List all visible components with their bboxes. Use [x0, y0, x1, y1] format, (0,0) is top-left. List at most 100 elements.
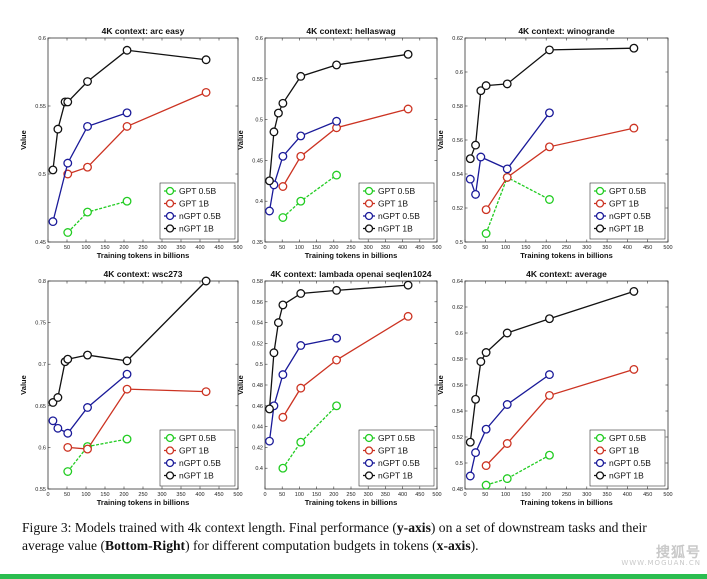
legend-entry-gpt-1b: GPT 1B: [594, 199, 639, 209]
data-point: [48, 416, 58, 426]
data-point: [48, 165, 58, 175]
x-tick-label: 350: [176, 245, 185, 251]
legend-marker: [595, 471, 605, 480]
legend-entry-ngpt-0-5b: nGPT 0.5B: [164, 458, 221, 468]
series-line: [485, 454, 550, 486]
y-tick-label: 0.58: [452, 104, 463, 110]
series-line: [282, 315, 409, 418]
y-tick-label: 0.44: [252, 425, 263, 431]
legend-label: nGPT 0.5B: [179, 211, 221, 221]
x-tick-label: 100: [81, 245, 90, 251]
data-point: [465, 174, 475, 184]
x-tick-label: 100: [295, 492, 304, 498]
legend-label: nGPT 1B: [179, 224, 214, 234]
data-point: [332, 170, 342, 180]
x-tick-label: 0: [263, 492, 266, 498]
y-tick-label: 0.35: [252, 240, 263, 246]
y-tick-label: 0.56: [452, 138, 463, 144]
series-gpt-1b: [63, 384, 211, 454]
series-line: [52, 112, 128, 222]
data-point: [502, 79, 512, 89]
legend-entry-ngpt-1b: nGPT 1B: [594, 224, 644, 234]
y-tick-label: 0.58: [452, 357, 463, 363]
data-point: [476, 357, 486, 367]
legend: GPT 0.5B GPT 1B nGPT 0.5B nGPT 1B: [358, 429, 435, 487]
data-point: [122, 434, 132, 444]
y-tick-label: 0.8: [38, 279, 46, 285]
legend-label: nGPT 1B: [609, 471, 644, 481]
caption-part: Figure 3: Models trained with 4k context…: [22, 520, 397, 535]
data-point: [481, 480, 491, 490]
data-point: [544, 370, 554, 380]
y-tick-label: 0.6: [38, 36, 46, 42]
x-tick-label: 200: [329, 245, 338, 251]
caption-part: ) on a set of downstream tasks and their…: [22, 520, 647, 553]
x-tick-label: 150: [100, 492, 109, 498]
y-axis-label: Value: [19, 130, 28, 150]
y-tick-label: 0.7: [38, 362, 46, 368]
series-ngpt-1b: [465, 43, 639, 164]
data-point: [201, 387, 211, 397]
data-point: [53, 423, 63, 433]
legend-label: GPT 0.5B: [378, 433, 415, 443]
legend-marker: [595, 433, 605, 443]
legend-entry-ngpt-1b: nGPT 1B: [363, 471, 413, 481]
data-point: [481, 424, 491, 434]
x-tick-label: 350: [603, 245, 612, 251]
data-point: [83, 162, 92, 172]
x-tick-label: 500: [432, 245, 441, 251]
x-tick-label: 150: [312, 245, 321, 251]
data-point: [278, 151, 288, 161]
series-ngpt-0-5b: [48, 369, 132, 438]
legend-label: nGPT 0.5B: [609, 458, 651, 468]
data-point: [332, 60, 342, 70]
data-point: [544, 195, 554, 204]
y-tick-label: 0.65: [35, 404, 46, 410]
y-tick-label: 0.4: [255, 199, 263, 205]
data-point: [332, 116, 342, 126]
legend-marker: [165, 458, 175, 468]
series-line: [282, 108, 409, 187]
legend-marker: [364, 458, 374, 468]
x-tick-label: 450: [214, 245, 223, 251]
x-tick-label: 0: [463, 245, 466, 251]
data-point: [471, 394, 481, 404]
y-tick-label: 0.45: [35, 240, 46, 246]
watermark: 搜狐号 WWW.MOGUAN.CN: [621, 546, 701, 567]
legend-marker: [165, 186, 175, 196]
data-point: [273, 108, 283, 118]
legend-entry-gpt-1b: GPT 1B: [164, 199, 209, 209]
legend-entry-gpt-1b: GPT 1B: [363, 199, 408, 209]
series-ngpt-1b: [265, 280, 413, 414]
data-point: [122, 196, 132, 206]
data-point: [278, 370, 288, 380]
x-tick-label: 500: [233, 492, 242, 498]
legend-label: nGPT 0.5B: [378, 211, 420, 221]
legend-label: GPT 1B: [378, 446, 408, 456]
x-tick-label: 100: [295, 245, 304, 251]
data-point: [278, 412, 288, 422]
data-point: [53, 124, 63, 134]
legend-label: nGPT 1B: [609, 224, 644, 234]
data-point: [481, 81, 491, 91]
legend-entry-gpt-1b: GPT 1B: [164, 446, 209, 456]
y-tick-label: 0.6: [38, 445, 46, 451]
series-ngpt-0-5b: [465, 108, 554, 199]
data-point: [83, 121, 92, 131]
panel-title: 4K context: average: [526, 269, 607, 279]
legend-marker: [165, 224, 175, 233]
x-tick-label: 400: [398, 492, 407, 498]
data-point: [403, 280, 413, 290]
legend-marker: [595, 199, 605, 208]
legend-label: GPT 0.5B: [609, 186, 646, 196]
data-point: [63, 97, 73, 107]
x-tick-label: 50: [482, 492, 488, 498]
data-point: [296, 131, 306, 141]
legend-marker: [595, 211, 605, 221]
data-point: [63, 428, 73, 438]
data-point: [201, 55, 211, 65]
x-tick-label: 400: [195, 492, 204, 498]
series-ngpt-0-5b: [48, 108, 132, 227]
legend-entry-ngpt-1b: nGPT 1B: [363, 224, 413, 234]
x-tick-label: 150: [312, 492, 321, 498]
